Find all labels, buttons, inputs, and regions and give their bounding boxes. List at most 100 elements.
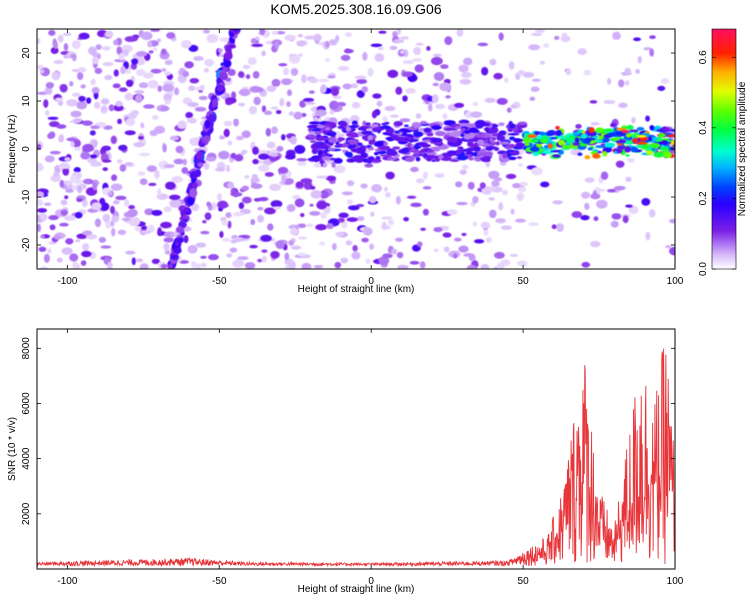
- x-tick-label: 50: [518, 576, 530, 587]
- spectral-blob: [360, 183, 368, 189]
- spectral-blob: [531, 78, 541, 83]
- spectral-blob: [80, 260, 87, 266]
- spectral-blob: [541, 150, 554, 155]
- spectral-blob: [339, 121, 348, 128]
- spectral-blob: [218, 48, 223, 53]
- spectral-blob: [587, 147, 593, 151]
- spectral-blob: [82, 178, 93, 185]
- spectral-blob: [581, 261, 591, 268]
- spectral-blob: [189, 77, 200, 84]
- spectral-blob: [399, 118, 411, 123]
- spectral-blob: [261, 105, 267, 113]
- spectral-blob: [649, 142, 661, 149]
- spectral-blob: [434, 173, 445, 178]
- snr-frame: [36, 328, 676, 570]
- spectral-blob: [199, 84, 205, 90]
- spectral-blob: [633, 37, 642, 42]
- spectral-blob: [178, 260, 190, 264]
- spectral-blob: [361, 130, 373, 135]
- spectral-blob: [378, 30, 387, 34]
- spectral-blob: [413, 131, 424, 137]
- spectral-blob: [369, 243, 375, 250]
- spectral-blob: [580, 134, 588, 139]
- spectral-blob: [253, 197, 261, 202]
- spectral-blob: [66, 98, 78, 107]
- spectral-blob: [394, 130, 400, 134]
- spectral-blob: [646, 150, 653, 156]
- spectral-blob: [151, 115, 159, 120]
- spectral-blob: [461, 71, 472, 79]
- spectral-blob: [498, 130, 507, 136]
- spectral-blob: [211, 98, 218, 108]
- spectral-blob: [390, 134, 399, 140]
- spectral-blob: [275, 240, 285, 250]
- spectral-blob: [477, 42, 489, 47]
- spectral-blob: [70, 174, 78, 184]
- spectral-blob: [508, 120, 513, 127]
- spectral-blob: [160, 263, 169, 269]
- spectral-blob: [165, 181, 176, 190]
- spectral-blob: [402, 71, 413, 78]
- spectral-blob: [191, 181, 198, 189]
- spectral-blob: [238, 202, 245, 210]
- spectral-blob: [627, 157, 635, 163]
- spectral-blob: [575, 137, 580, 144]
- spectral-blob: [538, 148, 545, 152]
- spectral-blob: [504, 77, 509, 83]
- spectral-blob: [617, 145, 626, 150]
- spectral-blob: [641, 198, 651, 206]
- spectral-blob: [554, 35, 560, 41]
- spectral-blob: [653, 151, 665, 158]
- snr-y-ticks: 2000 4000 6000 8000: [21, 337, 675, 525]
- spectral-blob: [349, 125, 358, 129]
- spectral-blob: [221, 220, 229, 226]
- spectral-blob: [182, 158, 188, 166]
- spectral-blob: [63, 43, 69, 51]
- spectral-blob: [332, 243, 337, 251]
- spectral-blob: [105, 30, 114, 38]
- spectral-blob: [177, 120, 187, 129]
- spectral-blob: [146, 165, 157, 172]
- spectral-blob: [64, 195, 69, 200]
- spectral-blob: [219, 231, 224, 238]
- spectral-blob: [496, 97, 508, 105]
- spectral-blob: [139, 230, 152, 235]
- spectral-blob: [626, 124, 634, 131]
- spectral-blob: [264, 172, 274, 177]
- spectral-blob: [376, 100, 383, 107]
- spectral-blob: [148, 182, 157, 187]
- spectral-blob: [596, 188, 606, 192]
- spectral-blob: [517, 70, 526, 76]
- spectral-blob: [362, 51, 368, 61]
- spectral-blob: [508, 143, 515, 148]
- spectral-blob: [387, 138, 394, 142]
- spectral-blob: [280, 78, 292, 86]
- spectral-blob: [512, 182, 522, 189]
- spectral-blob: [195, 151, 204, 160]
- spectral-blob: [47, 116, 59, 120]
- x-tick-label: 100: [667, 576, 684, 587]
- spectrogram-x-ticks: -100 -50 0 50 100: [57, 29, 684, 287]
- spectral-blob: [498, 202, 504, 211]
- spectral-blob: [325, 127, 331, 131]
- spectral-blob: [136, 51, 148, 57]
- spectral-blob: [227, 140, 233, 146]
- spectral-blob: [630, 146, 639, 153]
- spectral-blob: [602, 150, 608, 157]
- spectral-blob: [57, 100, 64, 106]
- spectral-blob: [391, 248, 398, 255]
- spectral-blob: [658, 133, 666, 138]
- spectral-blob: [446, 136, 457, 143]
- spectral-blob: [516, 192, 525, 202]
- spectral-blob: [271, 30, 279, 35]
- spectral-blob: [371, 183, 383, 193]
- colorbar-ticks: 0.0 0.2 0.4 0.6: [698, 50, 736, 276]
- spectral-blob: [330, 87, 340, 97]
- spectral-blob: [281, 134, 286, 141]
- spectral-blob: [522, 71, 535, 78]
- spectral-blob: [46, 248, 52, 254]
- spectral-blob: [140, 122, 145, 129]
- spectral-blob: [403, 124, 409, 128]
- y-tick-label: 4000: [21, 447, 32, 470]
- spectral-blob: [284, 34, 297, 41]
